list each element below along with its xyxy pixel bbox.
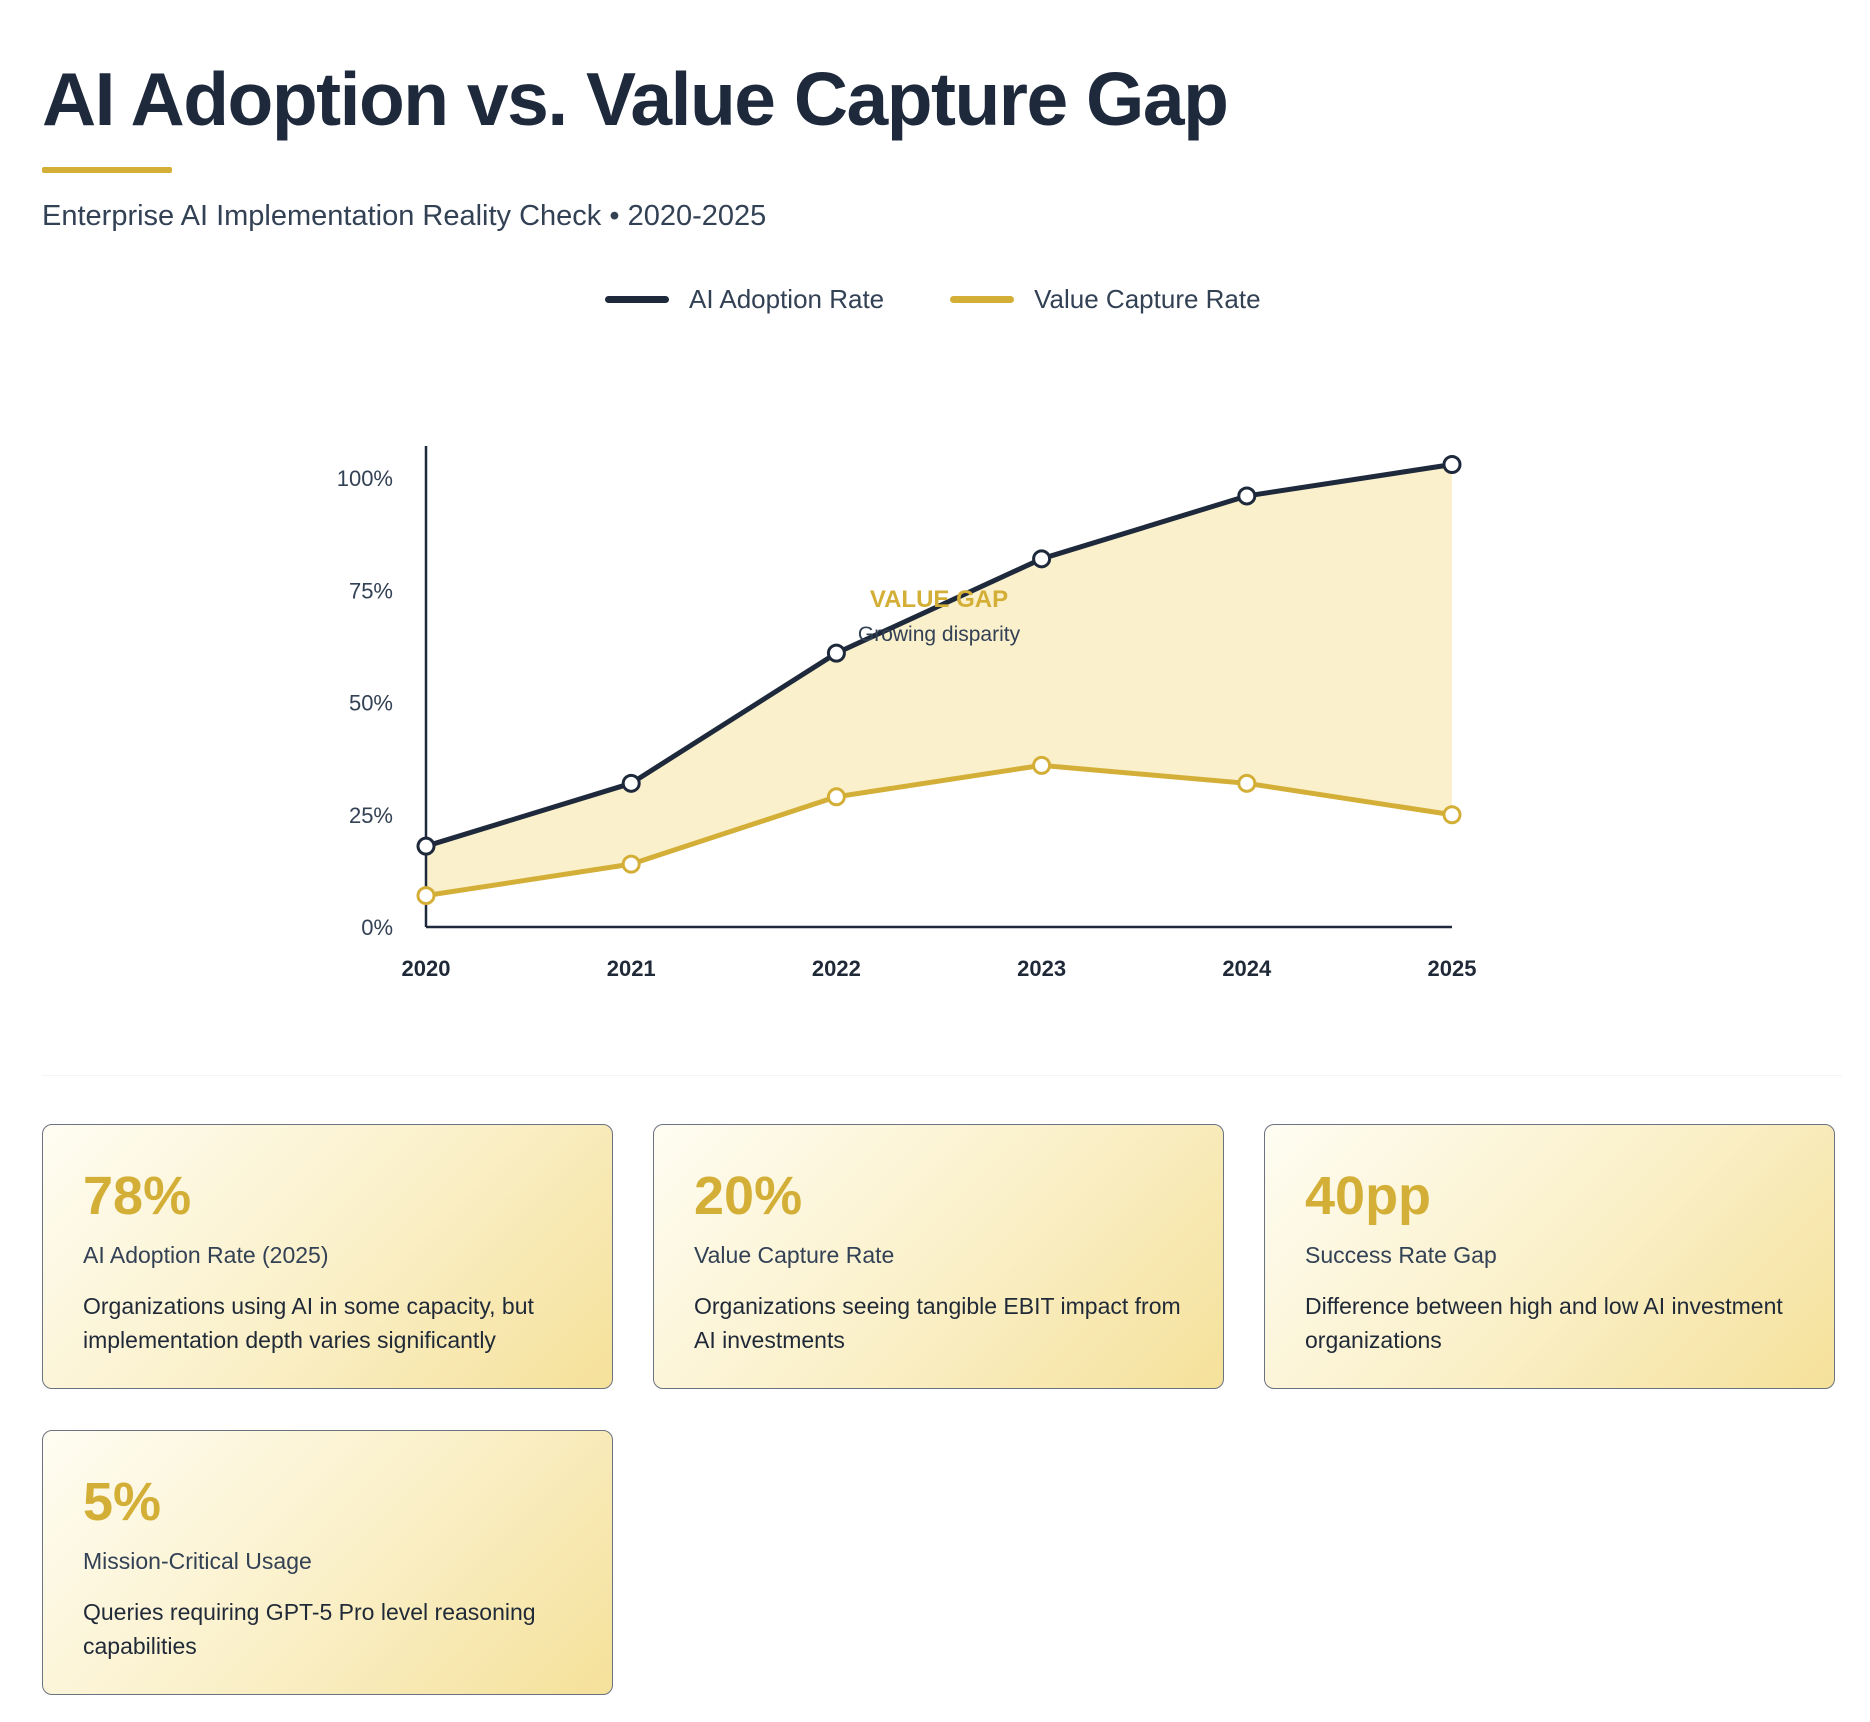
stat-description: Organizations seeing tangible EBIT impac… — [694, 1293, 1181, 1353]
stat-label: Mission-Critical Usage — [83, 1548, 312, 1574]
value-gap-annotation-title: VALUE GAP — [870, 586, 1008, 613]
legend-item-adoption[interactable]: AI Adoption Rate — [605, 284, 884, 315]
stat-value: 40pp — [1305, 1166, 1432, 1226]
value-capture-point — [621, 854, 641, 874]
section-divider — [42, 1075, 1842, 1076]
y-tick-label: 50% — [349, 691, 393, 716]
value-capture-point — [1032, 755, 1052, 775]
stat-label: AI Adoption Rate (2025) — [83, 1242, 329, 1268]
value-capture-line — [423, 762, 1455, 899]
stat-label: Success Rate Gap — [1305, 1242, 1497, 1268]
stat-description: Organizations using AI in some capacity,… — [83, 1293, 534, 1353]
legend-item-value[interactable]: Value Capture Rate — [950, 284, 1261, 315]
value-gap-area — [426, 464, 1452, 896]
x-tick-label: 2021 — [607, 956, 656, 981]
value-capture-point — [1442, 805, 1462, 825]
stat-value: 78% — [83, 1166, 192, 1226]
legend-swatch-value — [950, 296, 1015, 303]
x-tick-label: 2020 — [402, 956, 451, 981]
y-tick-label: 100% — [337, 466, 393, 491]
adoption-point — [826, 643, 846, 663]
stat-card-mission-critical: 5% Mission-Critical Usage Queries requir… — [42, 1430, 613, 1695]
y-tick-label: 75% — [349, 578, 393, 603]
y-tick-label: 25% — [349, 803, 393, 828]
stat-value: 20% — [694, 1166, 803, 1226]
line-chart: 0% 25% 50% 75% 100% 2020 2021 2022 2023 2024 2025 V… — [337, 446, 1477, 981]
adoption-point — [1237, 486, 1257, 506]
title-underline — [42, 167, 172, 173]
stat-card-success-gap: 40pp Success Rate Gap Difference between… — [1264, 1124, 1835, 1389]
x-tick-label: 2022 — [812, 956, 861, 981]
page-title: AI Adoption vs. Value Capture Gap — [42, 57, 1229, 141]
chart-legend: AI Adoption Rate Value Capture Rate — [605, 284, 1261, 315]
legend-label-value: Value Capture Rate — [1034, 284, 1261, 314]
page-subtitle: Enterprise AI Implementation Reality Che… — [42, 200, 767, 232]
stat-description: Queries requiring GPT-5 Pro level reason… — [83, 1599, 536, 1659]
adoption-point — [1032, 549, 1052, 569]
x-tick-label: 2024 — [1222, 956, 1272, 981]
adoption-line — [423, 462, 1455, 849]
adoption-point — [621, 773, 641, 793]
x-tick-label: 2025 — [1428, 956, 1477, 981]
adoption-point — [1442, 455, 1462, 475]
value-capture-point — [1237, 773, 1257, 793]
y-tick-label: 0% — [361, 915, 393, 940]
stat-card-adoption: 78% AI Adoption Rate (2025) Organization… — [42, 1124, 613, 1389]
value-gap-annotation-subtitle: Growing disparity — [858, 623, 1021, 646]
x-tick-label: 2023 — [1017, 956, 1066, 981]
legend-swatch-adoption — [605, 296, 669, 303]
stat-label: Value Capture Rate — [694, 1242, 895, 1268]
adoption-point — [416, 836, 436, 856]
stat-description: Difference between high and low AI inves… — [1305, 1293, 1783, 1353]
stat-card-value-capture: 20% Value Capture Rate Organizations see… — [653, 1124, 1224, 1389]
stat-value: 5% — [83, 1472, 162, 1532]
value-capture-point — [826, 787, 846, 807]
legend-label-adoption: AI Adoption Rate — [689, 284, 885, 314]
value-capture-point — [416, 886, 436, 906]
